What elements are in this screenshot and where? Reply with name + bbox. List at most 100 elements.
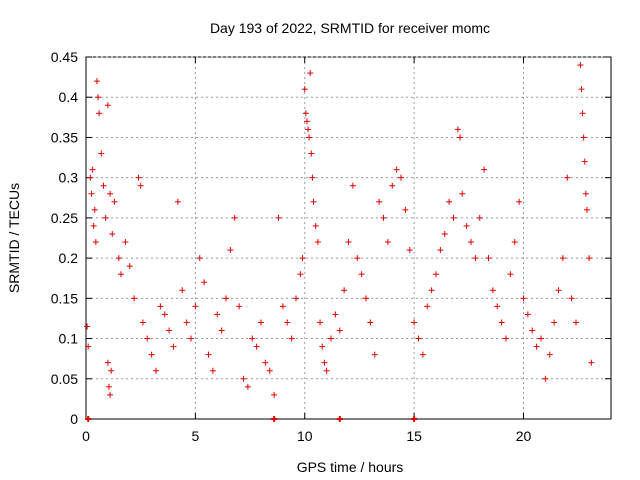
y-tick-label: 0.1 (59, 331, 79, 347)
data-point (244, 383, 251, 390)
data-point (183, 319, 190, 326)
data-point (511, 239, 518, 246)
data-point (107, 391, 114, 398)
y-axis-label: SRMTID / TECUs (6, 183, 22, 293)
data-point (111, 198, 118, 205)
data-point (104, 102, 111, 109)
data-point (107, 190, 114, 197)
data-point (485, 255, 492, 262)
data-point (275, 214, 282, 221)
data-point (98, 150, 105, 157)
data-point (582, 190, 589, 197)
data-point (126, 263, 133, 270)
data-point (307, 70, 314, 77)
data-point (309, 174, 316, 181)
data-point (192, 303, 199, 310)
data-point (454, 126, 461, 133)
y-tick-label: 0 (70, 411, 78, 427)
data-point (354, 255, 361, 262)
data-point (380, 214, 387, 221)
data-point (459, 190, 466, 197)
data-point (122, 239, 129, 246)
y-axis: 0 0.05 0.1 0.15 0.2 0.25 0.3 0.35 0.4 0.45 (51, 49, 611, 427)
data-point (209, 367, 216, 374)
data-point (573, 319, 579, 326)
data-point (583, 206, 590, 213)
data-point (144, 335, 151, 342)
data-point (586, 255, 593, 262)
y-tick-label: 0.35 (51, 129, 78, 145)
data-point (139, 319, 146, 326)
data-point (157, 303, 164, 310)
data-point (446, 198, 453, 205)
data-point (323, 367, 330, 374)
data-point (90, 222, 97, 229)
data-point (227, 247, 234, 254)
data-point (367, 319, 374, 326)
data-point (131, 295, 138, 302)
data-point (559, 255, 566, 262)
data-point (89, 166, 96, 173)
data-point (580, 134, 587, 141)
data-point (135, 174, 142, 181)
data-point (218, 327, 225, 334)
data-point (266, 367, 273, 374)
data-point (481, 166, 488, 173)
data-point (457, 134, 464, 141)
data-point (223, 295, 229, 302)
data-point (262, 359, 269, 366)
data-point (578, 86, 585, 93)
x-tick-label: 5 (191, 428, 199, 444)
zero-data-point (411, 416, 418, 422)
data-point (371, 351, 378, 358)
data-point (297, 271, 304, 278)
data-point (463, 222, 470, 229)
data-point (524, 311, 531, 318)
data-point (96, 110, 103, 117)
data-point (398, 174, 404, 181)
data-point (258, 319, 264, 326)
data-point (568, 295, 575, 302)
data-point (92, 239, 99, 246)
data-point (205, 351, 212, 358)
data-point (284, 319, 291, 326)
data-point (161, 311, 168, 318)
data-point (85, 343, 92, 350)
data-point (188, 335, 194, 342)
data-point (529, 327, 536, 334)
data-point (319, 343, 326, 350)
zero-data-point (85, 416, 92, 422)
data-point (236, 303, 243, 310)
data-point (577, 62, 584, 69)
x-tick-label: 10 (297, 428, 313, 444)
data-point (109, 230, 116, 237)
zero-data-point (336, 416, 343, 422)
data-point (332, 311, 339, 318)
data-point (91, 206, 98, 213)
data-point (170, 343, 177, 350)
data-point (314, 239, 321, 246)
data-point (308, 150, 315, 157)
data-point (148, 351, 155, 358)
data-point (328, 335, 334, 342)
data-point (542, 375, 549, 382)
chart-title: Day 193 of 2022, SRMTID for receiver mom… (210, 20, 490, 36)
data-point (468, 239, 474, 246)
data-point (279, 303, 286, 310)
data-point (363, 295, 369, 302)
data-point (336, 327, 343, 334)
data-point (402, 206, 409, 213)
data-point (214, 311, 221, 318)
data-point (341, 287, 348, 294)
data-point (196, 255, 203, 262)
data-point (411, 319, 418, 326)
data-point (105, 383, 112, 390)
data-point (393, 166, 400, 173)
y-tick-label: 0.4 (59, 89, 79, 105)
data-point (503, 335, 509, 342)
data-point (317, 319, 324, 326)
data-point (118, 271, 124, 278)
data-point (312, 222, 319, 229)
data-point (84, 323, 91, 330)
data-point (555, 287, 562, 294)
